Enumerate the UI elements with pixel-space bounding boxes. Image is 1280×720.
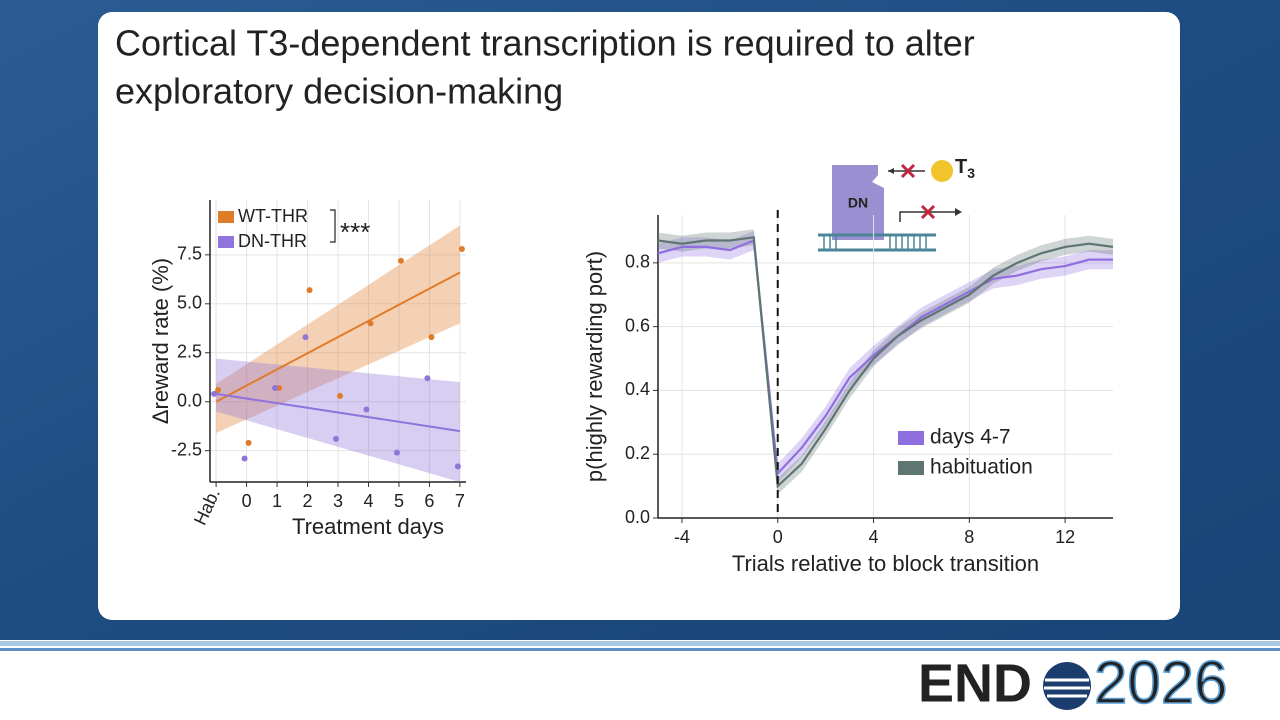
hormone-icon — [931, 160, 953, 182]
point — [306, 287, 313, 294]
x-axis-label: Trials relative to block transition — [732, 551, 1039, 576]
chart: 0.0 0.2 0.4 0.6 0.8 -4 0 4 8 12 p(highly rewarding… — [582, 210, 1114, 576]
y-tick-label: 0.2 — [625, 443, 650, 463]
series-line — [657, 236, 1114, 489]
point — [454, 463, 461, 470]
point — [333, 435, 339, 442]
hormone-subscript: 3 — [967, 165, 975, 181]
legend-bracket — [330, 209, 336, 243]
legend-label: habituation — [930, 456, 1033, 479]
point — [211, 390, 218, 397]
logo-name: END — [918, 653, 1032, 713]
legend-label: DN-THR — [238, 231, 307, 251]
arrow-head — [955, 208, 962, 216]
globe — [1043, 662, 1091, 710]
point — [337, 392, 343, 399]
y-tick-label: 7.5 — [177, 244, 202, 264]
significance-label: *** — [340, 217, 370, 247]
x-tick-label: 0 — [242, 491, 252, 511]
slide-title: Cortical T3-dependent transcription is r… — [115, 23, 975, 64]
dna-rungs — [823, 235, 927, 250]
block-x — [900, 163, 916, 179]
point — [458, 245, 465, 252]
legend-label: WT-THR — [238, 206, 308, 226]
x-tick-label: 6 — [424, 491, 434, 511]
x-tick-label: -4 — [674, 527, 690, 547]
point — [245, 439, 252, 446]
point — [424, 375, 431, 382]
legend-swatch — [218, 211, 234, 223]
logo-year: 2026 — [1094, 649, 1227, 716]
y-tick-label: 2.5 — [177, 342, 202, 362]
point — [428, 334, 435, 341]
y-tick-label: 5.0 — [177, 293, 202, 313]
y-tick-label: -2.5 — [171, 439, 202, 459]
footer-stripe — [0, 648, 1280, 651]
x-tick-label: 8 — [964, 527, 974, 547]
point — [363, 406, 370, 413]
x-tick-label: 4 — [363, 491, 373, 511]
y-tick-label: 0.8 — [625, 252, 650, 272]
point — [397, 257, 404, 264]
footer-stripe — [0, 641, 1280, 646]
x-tick-label: 5 — [394, 491, 404, 511]
inset-diagram: DN T3 — [818, 156, 975, 252]
point — [302, 334, 309, 341]
y-tick-label: 0.6 — [625, 315, 650, 335]
y-axis-label: p(highly rewarding port) — [582, 251, 607, 482]
protein-label: DN — [848, 195, 868, 211]
protein-shape — [832, 165, 884, 240]
block-x — [920, 204, 936, 220]
arrow-head — [888, 168, 894, 174]
legend-swatch — [898, 461, 924, 475]
x-axis-label: Treatment days — [292, 514, 444, 539]
point — [272, 385, 279, 391]
globe-stripes — [1044, 678, 1090, 698]
y-tick-label: 0.0 — [177, 390, 202, 410]
y-axis-label: Δreward rate (%) — [148, 258, 173, 424]
y-tick-label: 0.4 — [625, 379, 650, 399]
logo-globe — [1043, 662, 1091, 710]
legend-label: days 4-7 — [930, 426, 1011, 449]
confidence-band — [216, 225, 460, 434]
x-tick-label: 0 — [773, 527, 783, 547]
legend-swatch — [898, 431, 924, 445]
point — [215, 386, 222, 393]
point — [393, 449, 400, 456]
x-tick-label: 4 — [869, 527, 879, 547]
promoter-arrow — [899, 211, 960, 222]
x-tick-label: 7 — [455, 491, 465, 511]
y-tick-label: 0.0 — [625, 507, 650, 527]
x-tick-label: 1 — [272, 491, 282, 511]
x-tick-label: 12 — [1055, 527, 1075, 547]
x-tick-label: 2 — [303, 491, 313, 511]
series-line — [657, 238, 1113, 476]
fit-line — [215, 271, 461, 403]
slide-title: exploratory decision-making — [115, 71, 563, 112]
point — [241, 455, 248, 462]
fit-line — [215, 392, 461, 433]
x-tick-label: 3 — [333, 491, 343, 511]
legend-swatch — [218, 236, 234, 248]
hormone-label: T3 — [955, 156, 975, 180]
hormone-label: T — [955, 156, 967, 178]
point — [367, 320, 374, 327]
